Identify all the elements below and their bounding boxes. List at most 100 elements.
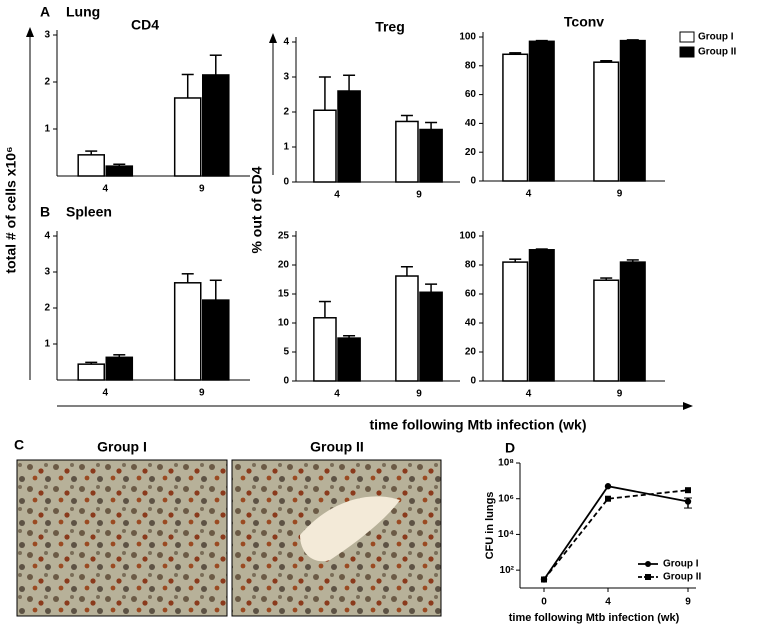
y-tick-label: 40 <box>465 318 477 329</box>
image-label: Group II <box>310 439 364 455</box>
bar <box>313 317 337 382</box>
point <box>684 498 692 505</box>
y-tick-label: 80 <box>465 260 477 271</box>
bar <box>202 299 230 381</box>
y-axis-label: % out of CD4 <box>249 166 265 253</box>
y-tick-label: 0 <box>470 176 476 187</box>
x-axis-label: time following Mtb infection (wk) <box>509 612 680 624</box>
y-axis-label: CFU in lungs <box>484 492 496 560</box>
legend-label: Group I <box>698 32 734 43</box>
y-tick-label: 15 <box>278 289 290 300</box>
y-tick-label: 3 <box>44 267 50 278</box>
y-tick-label: 10² <box>500 565 515 576</box>
bar <box>105 165 134 177</box>
x-tick-label: 9 <box>416 190 422 201</box>
y-tick-label: 5 <box>283 347 289 358</box>
x-tick-label: 4 <box>102 388 108 399</box>
bar <box>173 97 202 177</box>
bar <box>337 90 361 183</box>
y-tick-label: 10⁶ <box>498 493 514 504</box>
legend-swatch <box>679 46 695 58</box>
y-tick-label: 4 <box>283 37 289 48</box>
y-tick-label: 1 <box>283 142 289 153</box>
y-tick-label: 20 <box>465 347 477 358</box>
y-tick-label: 80 <box>465 60 477 71</box>
image-label: Group I <box>97 439 147 455</box>
airway <box>300 496 400 562</box>
bar <box>593 279 620 382</box>
x-tick-label: 9 <box>199 184 205 195</box>
x-tick-label: 9 <box>617 189 623 200</box>
tissue-label: Lung <box>66 4 100 20</box>
bar <box>337 337 361 382</box>
y-tick-label: 1 <box>44 124 50 135</box>
legend-marker <box>645 574 651 580</box>
y-tick-label: 40 <box>465 118 477 129</box>
panel-letter: C <box>14 437 24 453</box>
series-line <box>543 489 689 581</box>
x-tick-label: 9 <box>416 389 422 400</box>
y-tick-label: 100 <box>459 32 476 43</box>
y-tick-label: 0 <box>283 177 289 188</box>
y-tick-label: 25 <box>278 231 290 242</box>
point <box>685 487 691 494</box>
x-tick-label: 9 <box>199 388 205 399</box>
point <box>541 576 547 583</box>
chart-title: Treg <box>375 19 405 35</box>
bar <box>77 154 105 177</box>
bar <box>105 356 134 381</box>
chart-title: CD4 <box>131 17 159 33</box>
y-tick-label: 2 <box>44 303 50 314</box>
y-tick-label: 0 <box>283 376 289 387</box>
legend-label: Group I <box>663 559 699 570</box>
y-tick-label: 2 <box>283 107 289 118</box>
bar <box>313 109 337 183</box>
bar <box>502 261 529 382</box>
y-tick-label: 100 <box>459 231 476 242</box>
legend-marker <box>645 561 651 567</box>
x-tick-label: 4 <box>526 389 532 400</box>
x-tick-label: 4 <box>605 597 611 608</box>
panel-letter: A <box>40 4 50 20</box>
y-tick-label: 3 <box>44 30 50 41</box>
y-tick-label: 2 <box>44 77 50 88</box>
y-tick-label: 60 <box>465 89 477 100</box>
x-tick-label: 4 <box>334 190 340 201</box>
x-axis-label: time following Mtb infection (wk) <box>370 417 587 433</box>
point <box>604 483 612 490</box>
chart-title: Tconv <box>564 14 604 30</box>
bar <box>419 128 443 183</box>
x-tick-label: 0 <box>541 597 547 608</box>
legend-label: Group II <box>698 47 737 58</box>
histology-image <box>16 459 228 617</box>
bar <box>77 363 105 381</box>
bar <box>395 275 419 382</box>
bar <box>528 249 555 382</box>
y-tick-label: 10 <box>278 318 290 329</box>
panel-letter: B <box>40 204 50 220</box>
y-tick-label: 10⁸ <box>498 458 514 469</box>
bar <box>173 282 202 381</box>
y-tick-label: 4 <box>44 231 50 242</box>
y-tick-label: 60 <box>465 289 477 300</box>
y-axis-label: total # of cells x10⁶ <box>3 146 19 273</box>
legend-swatch <box>679 31 695 43</box>
y-tick-label: 3 <box>283 72 289 83</box>
bar <box>593 61 620 182</box>
bar <box>528 40 555 182</box>
bar <box>395 120 419 183</box>
x-tick-label: 9 <box>617 389 623 400</box>
bar <box>619 39 646 182</box>
x-tick-label: 4 <box>102 184 108 195</box>
point <box>605 495 611 502</box>
legend-label: Group II <box>663 572 702 583</box>
y-tick-label: 1 <box>44 339 50 350</box>
y-tick-label: 0 <box>470 376 476 387</box>
y-tick-label: 20 <box>278 260 290 271</box>
bar <box>619 261 646 382</box>
x-tick-label: 4 <box>526 189 532 200</box>
x-tick-label: 9 <box>685 597 691 608</box>
bar <box>202 74 230 177</box>
bar <box>419 291 443 382</box>
